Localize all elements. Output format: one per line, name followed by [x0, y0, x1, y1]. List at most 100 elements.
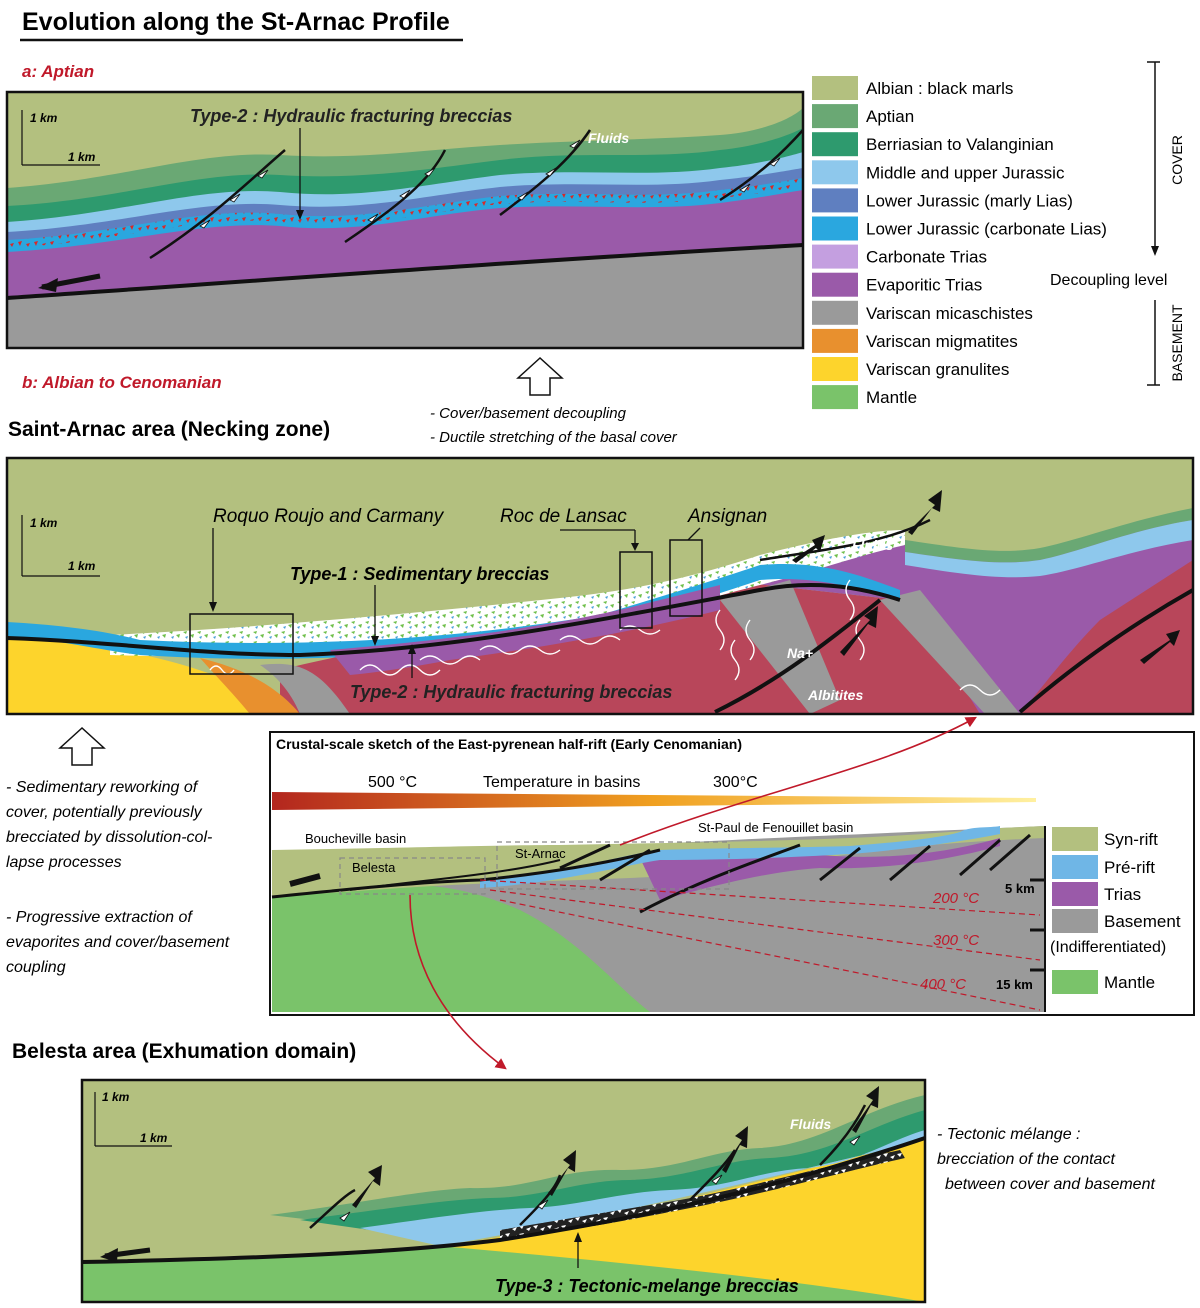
crustal-legend-label-0: Syn-rift	[1104, 830, 1158, 849]
legend-label-5: Lower Jurassic (carbonate Lias)	[866, 220, 1107, 239]
belesta-faults	[309, 1104, 867, 1229]
basement-label: BASEMENT	[1169, 304, 1185, 381]
jurassic-right-b	[905, 520, 1193, 578]
ansignan-box	[669, 539, 703, 617]
temp-label: Temperature in basins	[483, 774, 640, 791]
albitites-label: Albitites	[807, 687, 863, 703]
upper-fault-b	[759, 518, 931, 562]
left-note-1: - Sedimentary reworking of cover, potent…	[6, 779, 212, 871]
belesta-note: - Tectonic mélange : brecciation of the …	[937, 1126, 1155, 1193]
roc-pointer-head	[631, 543, 639, 551]
detachment-fault	[6, 243, 804, 300]
belesta-detachment	[81, 1136, 926, 1264]
panel-a-label: a: Aptian	[22, 62, 94, 81]
gray-wedge-b1	[720, 580, 840, 714]
svg-text:- Tectonic mélange :: - Tectonic mélange :	[937, 1126, 1080, 1143]
up-arrow-b	[516, 356, 564, 396]
crustal-legend-swatch-1	[1052, 855, 1098, 879]
legend-swatch-4	[812, 188, 858, 213]
svg-text:cover, potentially previously: cover, potentially previously	[6, 804, 203, 821]
right-fault-b1	[714, 598, 882, 714]
starnac-box	[496, 841, 730, 890]
cover-label: COVER	[1169, 135, 1185, 185]
legend-swatch-3	[812, 160, 858, 185]
type3-pointer-head	[574, 1232, 582, 1242]
belesta-frame	[80, 1078, 927, 1304]
belesta-box	[339, 857, 486, 895]
connector-to-starnac	[619, 716, 977, 846]
scale-v-label-a: 1 km	[30, 111, 58, 125]
belesta-label: Belesta	[352, 860, 396, 875]
belesta-jurassic	[360, 1130, 925, 1246]
legend-swatch-10	[812, 357, 858, 381]
fluids-label-c: Fluids	[790, 1116, 831, 1132]
roquo-label: Roquo Roujo and Carmany	[213, 506, 445, 527]
legend-swatch-2	[812, 132, 858, 157]
belesta-berriasian	[300, 1110, 925, 1240]
trias-band-b	[330, 585, 720, 675]
iso-200: 200 °C	[932, 890, 979, 907]
right-fault-b2	[1018, 588, 1194, 714]
micaschist-basement	[7, 245, 803, 348]
up-arrow-left	[58, 726, 106, 766]
fluids-label-b: Fluids	[852, 537, 893, 553]
scale-h-label-b: 1 km	[68, 559, 96, 573]
crustal-legend-label-4: Mantle	[1104, 973, 1155, 992]
scale-h-label-a: 1 km	[68, 150, 96, 164]
belesta-sense-head	[100, 1248, 118, 1262]
arrow-note-b-2: - Ductile stretching of the basal cover	[430, 429, 678, 446]
scale-v-label-b: 1 km	[30, 516, 58, 530]
roquo-box	[189, 613, 294, 675]
depth-15km: 15 km	[996, 977, 1033, 992]
stpaul-label: St-Paul de Fenouillet basin	[698, 820, 853, 835]
boucheville-label: Boucheville basin	[305, 831, 406, 846]
legend-label-2: Berriasian to Valanginian	[866, 135, 1054, 154]
belesta-title: Belesta area (Exhumation domain)	[12, 1040, 356, 1063]
scale-h-label-c: 1 km	[140, 1131, 168, 1145]
arrow-note-b-1: - Cover/basement decoupling	[430, 405, 627, 422]
saint-arnac-title: Saint-Arnac area (Necking zone)	[8, 418, 330, 441]
fault-a1	[149, 149, 286, 260]
micaschist-left-b	[260, 663, 350, 714]
main-title: Evolution along the St-Arnac Profile	[22, 8, 450, 36]
fault-a4	[719, 129, 804, 202]
legend-swatch-9	[812, 328, 858, 353]
legend-label-7: Evaporitic Trias	[866, 276, 982, 295]
crustal-legend-swatch-0	[1052, 827, 1098, 851]
legend-swatch-5	[812, 216, 858, 241]
temp-500: 500 °C	[368, 774, 417, 791]
belesta-section: 1 km 1 km Fluids Type-3 : Tectonic-melan…	[80, 1078, 927, 1304]
legend-label-11: Mantle	[866, 388, 917, 407]
belesta-aptian	[270, 1095, 925, 1235]
isotherms	[479, 879, 1041, 1011]
crust-detachment-2	[349, 859, 561, 891]
roc-box	[619, 551, 653, 629]
red-breccia-band	[7, 178, 803, 248]
crust-detachment	[271, 848, 661, 899]
legend-swatch-11	[812, 385, 858, 410]
svg-text:- Progressive extraction of: - Progressive extraction of	[6, 909, 193, 926]
type2-pointer-head-b	[408, 644, 416, 654]
granulite-left-b	[7, 638, 300, 714]
legend-swatch-1	[812, 104, 858, 129]
migmatite-left-b	[200, 658, 300, 714]
legend-label-6: Carbonate Trias	[866, 248, 987, 267]
legend-swatch-0	[812, 76, 858, 100]
depth-5km: 5 km	[1005, 881, 1035, 896]
legend-swatch-6	[812, 244, 858, 269]
panel-b-frame	[5, 456, 1195, 716]
legend-swatch-8	[812, 300, 858, 325]
crustal-indiff: (Indifferentiated)	[1050, 939, 1166, 956]
ansignan-label: Ansignan	[687, 506, 767, 527]
panel-b-section: 1 km 1 km Roquo Roujo and Carmany Roc de…	[5, 456, 1195, 716]
type3-label: Type-3 : Tectonic-melange breccias	[495, 1276, 799, 1296]
crust-prerift	[480, 826, 1000, 888]
type2-label-a: Type-2 : Hydraulic fracturing breccias	[190, 106, 512, 126]
belesta-sense-arrows	[352, 1086, 879, 1208]
crustal-title: Crustal-scale sketch of the East-pyrenea…	[276, 736, 742, 752]
sense-arrow-crust	[289, 873, 321, 887]
svg-text:evaporites and cover/basement: evaporites and cover/basement	[6, 934, 230, 951]
starnac-label: St-Arnac	[515, 846, 566, 861]
belesta-fluid-arrows	[339, 1135, 861, 1222]
decoupling-label: Decoupling level	[1050, 272, 1167, 289]
